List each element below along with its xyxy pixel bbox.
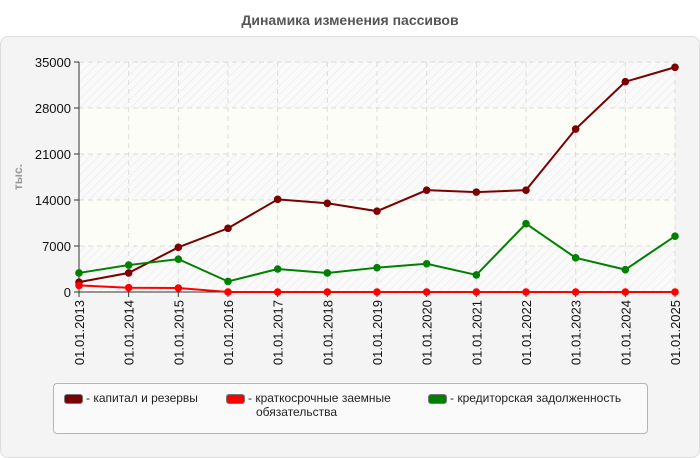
data-point[interactable] xyxy=(522,186,530,194)
axes: 0 7000 14000 21000 28000 35000 01.01.2013 01.01… xyxy=(35,55,683,365)
legend-item-payables[interactable]: - кредиторская задолженность xyxy=(428,391,621,405)
data-point[interactable] xyxy=(571,254,580,262)
data-point[interactable] xyxy=(621,288,630,296)
data-point[interactable] xyxy=(174,255,183,263)
data-point[interactable] xyxy=(571,288,580,296)
svg-text:01.01.2018: 01.01.2018 xyxy=(320,300,335,365)
svg-text:01.01.2013: 01.01.2013 xyxy=(72,300,87,365)
svg-text:01.01.2021: 01.01.2021 xyxy=(469,300,484,365)
data-point[interactable] xyxy=(671,288,679,296)
svg-text:14000: 14000 xyxy=(35,193,71,208)
data-point[interactable] xyxy=(671,232,679,240)
svg-text:01.01.2015: 01.01.2015 xyxy=(171,300,186,365)
y-axis-label: тыс. xyxy=(11,164,25,190)
legend-swatch-icon xyxy=(226,394,245,404)
data-point[interactable] xyxy=(621,265,630,274)
plot-area xyxy=(79,62,675,292)
data-point[interactable] xyxy=(323,269,332,277)
data-point[interactable] xyxy=(224,288,232,296)
svg-text:01.01.2017: 01.01.2017 xyxy=(271,300,286,365)
legend-swatch-icon xyxy=(428,394,447,404)
data-point[interactable] xyxy=(224,224,232,233)
data-point[interactable] xyxy=(522,219,530,228)
svg-text:28000: 28000 xyxy=(35,101,71,116)
svg-text:01.01.2025: 01.01.2025 xyxy=(668,300,683,365)
data-point[interactable] xyxy=(373,207,381,215)
data-point[interactable] xyxy=(124,261,133,269)
data-point[interactable] xyxy=(422,186,431,194)
svg-text:35000: 35000 xyxy=(35,55,71,70)
data-point[interactable] xyxy=(472,271,481,279)
svg-text:01.01.2024: 01.01.2024 xyxy=(618,300,633,365)
data-point[interactable] xyxy=(273,195,282,204)
legend-item-capital[interactable]: - капитал и резервы xyxy=(64,391,198,405)
data-point[interactable] xyxy=(373,288,381,296)
svg-text:01.01.2019: 01.01.2019 xyxy=(370,300,385,365)
chart-title: Динамика изменения пассивов xyxy=(241,12,459,28)
data-point[interactable] xyxy=(323,199,332,208)
data-point[interactable] xyxy=(323,288,332,296)
data-point[interactable] xyxy=(75,269,83,277)
data-point[interactable] xyxy=(472,288,481,296)
data-point[interactable] xyxy=(472,188,481,196)
svg-text:01.01.2023: 01.01.2023 xyxy=(569,300,584,365)
data-point[interactable] xyxy=(174,284,183,292)
svg-text:01.01.2016: 01.01.2016 xyxy=(221,300,236,365)
data-point[interactable] xyxy=(671,63,679,72)
data-point[interactable] xyxy=(75,281,83,290)
data-point[interactable] xyxy=(522,288,530,296)
grid-lines xyxy=(79,61,676,292)
data-point[interactable] xyxy=(124,269,133,277)
legend-swatch-icon xyxy=(64,394,83,404)
svg-text:21000: 21000 xyxy=(35,147,71,162)
data-point[interactable] xyxy=(273,265,282,273)
data-point[interactable] xyxy=(571,125,580,133)
legend: - капитал и резервы - краткосрочные заем… xyxy=(53,383,648,434)
data-point[interactable] xyxy=(174,243,183,252)
data-point[interactable] xyxy=(273,288,282,296)
data-point[interactable] xyxy=(422,259,431,268)
data-point[interactable] xyxy=(224,277,232,286)
data-point[interactable] xyxy=(422,288,431,296)
svg-text:7000: 7000 xyxy=(42,239,71,254)
data-point[interactable] xyxy=(124,283,133,292)
svg-text:01.01.2022: 01.01.2022 xyxy=(519,300,534,365)
data-point[interactable] xyxy=(621,77,630,86)
svg-text:01.01.2020: 01.01.2020 xyxy=(420,300,435,365)
series-line xyxy=(75,219,679,286)
data-point[interactable] xyxy=(373,263,381,272)
data-series xyxy=(75,63,679,296)
series-line xyxy=(75,281,679,296)
svg-text:01.01.2014: 01.01.2014 xyxy=(122,300,137,365)
svg-text:0: 0 xyxy=(64,285,71,300)
legend-item-short-term-loans[interactable]: - краткосрочные заемные обязательства xyxy=(226,391,391,419)
